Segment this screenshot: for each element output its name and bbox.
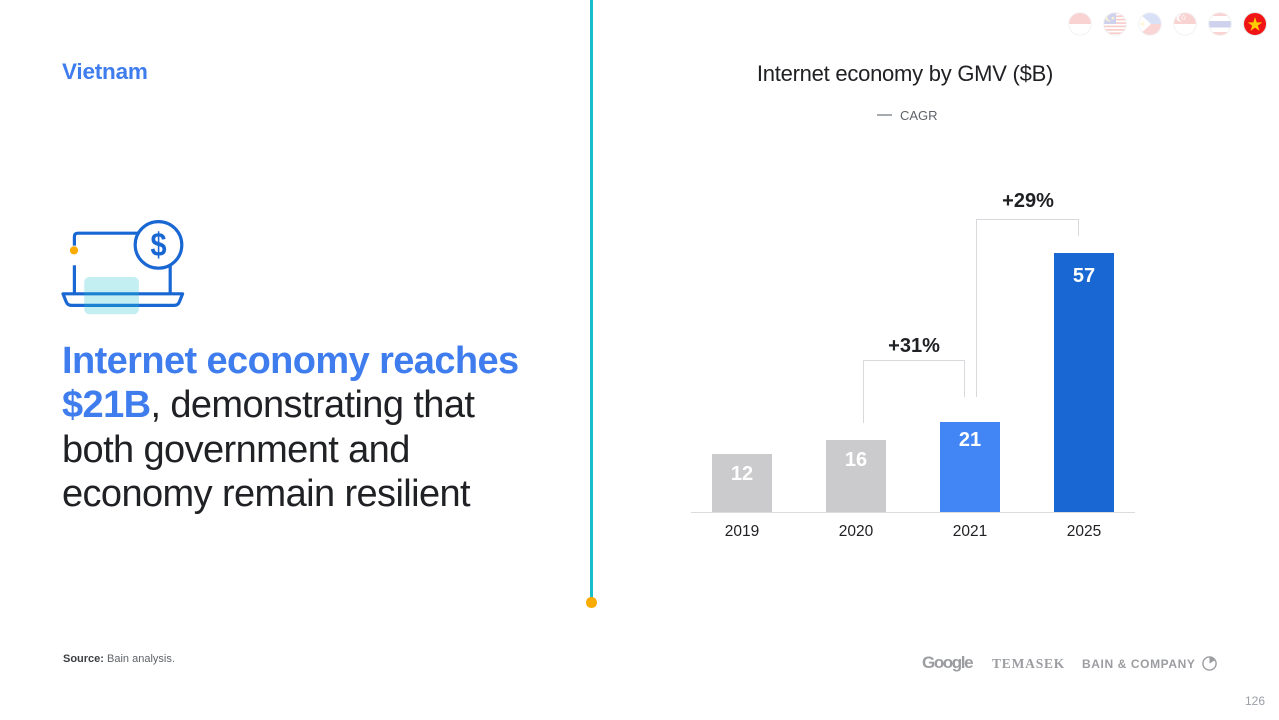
svg-text:$: $	[150, 226, 166, 264]
